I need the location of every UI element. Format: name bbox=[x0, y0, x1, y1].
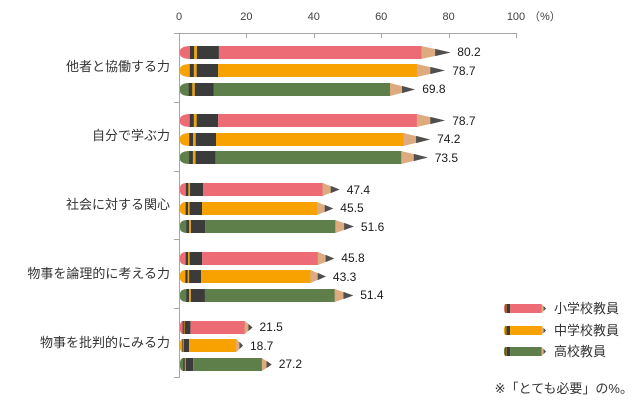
value-label: 45.8 bbox=[341, 251, 365, 266]
pencil-bar bbox=[180, 151, 428, 165]
chart-footnote: ※「とても必要」の%。 bbox=[494, 381, 633, 396]
category-label: 社会に対する関心 bbox=[65, 197, 170, 212]
x-tick-label: 80 bbox=[442, 11, 455, 23]
pencil-bar bbox=[504, 304, 546, 313]
value-label: 18.7 bbox=[250, 338, 274, 353]
x-tick-label: 40 bbox=[307, 11, 320, 23]
bar-高校教員 bbox=[180, 151, 428, 165]
bar-高校教員 bbox=[180, 288, 354, 302]
y-tick-mark bbox=[174, 101, 179, 103]
y-axis-line bbox=[179, 33, 180, 378]
pencil-bar bbox=[180, 114, 446, 128]
pencil-bar bbox=[180, 357, 272, 371]
value-label: 73.5 bbox=[434, 150, 459, 165]
value-label: 27.2 bbox=[278, 357, 303, 372]
x-tick-mark bbox=[381, 33, 383, 38]
bar-中学校教員 bbox=[180, 339, 243, 353]
x-tick-label: 0 bbox=[175, 11, 183, 23]
legend-item: 小学校教員 bbox=[504, 301, 639, 317]
bar-小学校教員 bbox=[180, 320, 253, 334]
x-tick-mark bbox=[448, 33, 450, 38]
value-label: 74.2 bbox=[437, 132, 461, 147]
value-label: 78.7 bbox=[452, 63, 476, 78]
y-tick-mark bbox=[174, 33, 179, 34]
pencil-bar bbox=[180, 251, 335, 265]
value-label: 78.7 bbox=[452, 113, 476, 128]
pencil-bar bbox=[504, 325, 546, 335]
bar-小学校教員 bbox=[180, 251, 335, 265]
legend-label: 中学校教員 bbox=[554, 322, 620, 338]
value-label: 43.3 bbox=[332, 269, 357, 284]
x-axis-line bbox=[179, 33, 517, 34]
value-label: 69.8 bbox=[422, 82, 446, 96]
pencil-bar bbox=[180, 132, 431, 146]
x-axis-unit-label: （%） bbox=[529, 11, 561, 23]
category-label: 物事を論理的に考える力 bbox=[27, 265, 170, 281]
legend-label: 小学校教員 bbox=[554, 301, 620, 316]
pencil-bar bbox=[180, 220, 354, 234]
bar-中学校教員 bbox=[180, 64, 446, 77]
bar-高校教員 bbox=[180, 220, 354, 234]
x-tick-mark bbox=[179, 33, 180, 38]
pencil-bar bbox=[180, 270, 326, 284]
pencil-bar bbox=[180, 183, 340, 197]
value-label: 80.2 bbox=[457, 45, 481, 59]
bar-小学校教員 bbox=[180, 45, 451, 59]
y-tick-mark bbox=[174, 239, 179, 241]
y-tick-mark bbox=[174, 377, 179, 378]
bar-中学校教員 bbox=[180, 132, 431, 146]
value-label: 21.5 bbox=[259, 320, 283, 335]
pencil-bar bbox=[180, 339, 243, 353]
pencil-bar bbox=[180, 288, 354, 302]
bar-高校教員 bbox=[180, 82, 416, 96]
x-tick-mark bbox=[313, 33, 315, 38]
category-label: 他者と協働する力 bbox=[65, 59, 170, 75]
x-tick-label: 100 bbox=[506, 11, 526, 23]
value-label: 51.4 bbox=[360, 288, 384, 303]
pencil-bar bbox=[180, 64, 446, 77]
pencil-bar bbox=[180, 45, 451, 59]
y-tick-mark bbox=[174, 170, 179, 172]
pencil-bar bbox=[504, 347, 546, 357]
value-label: 51.6 bbox=[360, 219, 385, 234]
x-tick-mark bbox=[516, 33, 517, 38]
value-label: 47.4 bbox=[346, 182, 371, 197]
pencil-bar bbox=[180, 201, 334, 215]
x-tick-mark bbox=[246, 33, 248, 38]
legend-item: 中学校教員 bbox=[504, 323, 639, 339]
category-label: 物事を批判的にみる力 bbox=[39, 334, 170, 350]
pencil-bar bbox=[180, 82, 416, 96]
bar-高校教員 bbox=[180, 357, 272, 371]
legend-item: 高校教員 bbox=[504, 344, 639, 360]
x-tick-label: 60 bbox=[375, 11, 388, 23]
bar-小学校教員 bbox=[180, 183, 340, 197]
bar-小学校教員 bbox=[180, 114, 446, 128]
bar-中学校教員 bbox=[180, 201, 334, 215]
x-tick-label: 20 bbox=[240, 11, 253, 23]
value-label: 45.5 bbox=[340, 201, 364, 216]
y-tick-mark bbox=[174, 308, 179, 310]
pencil-bar bbox=[180, 320, 253, 334]
category-label: 自分で学ぶ力 bbox=[91, 128, 170, 144]
bar-中学校教員 bbox=[180, 270, 326, 284]
legend-label: 高校教員 bbox=[554, 344, 607, 360]
